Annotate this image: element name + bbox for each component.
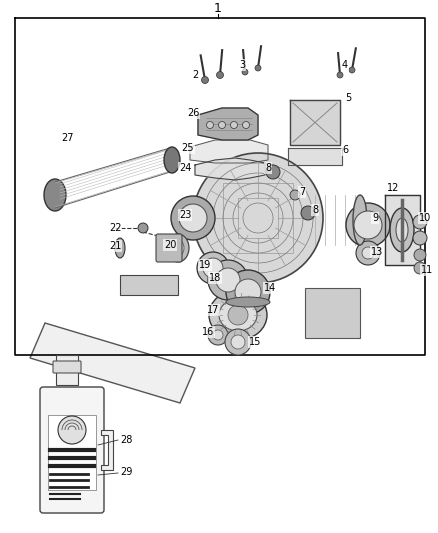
Text: 17: 17	[207, 305, 219, 315]
Circle shape	[413, 231, 427, 245]
Text: 28: 28	[120, 435, 132, 445]
Polygon shape	[290, 100, 340, 145]
Circle shape	[203, 258, 223, 278]
Ellipse shape	[390, 208, 414, 252]
Text: 8: 8	[312, 205, 318, 215]
Text: 15: 15	[249, 337, 261, 347]
Text: 4: 4	[342, 60, 348, 70]
Circle shape	[346, 203, 390, 247]
Circle shape	[337, 72, 343, 78]
Text: 3: 3	[239, 60, 245, 70]
Ellipse shape	[44, 179, 66, 211]
Circle shape	[231, 335, 245, 349]
Text: 21: 21	[109, 241, 121, 251]
Circle shape	[413, 215, 427, 229]
Circle shape	[213, 330, 223, 340]
Ellipse shape	[172, 240, 184, 256]
Text: 12: 12	[387, 183, 399, 193]
Circle shape	[354, 211, 382, 239]
Text: 16: 16	[202, 327, 214, 337]
Circle shape	[301, 206, 315, 220]
FancyBboxPatch shape	[56, 355, 78, 385]
FancyBboxPatch shape	[48, 415, 96, 490]
Text: 11: 11	[421, 265, 433, 275]
Text: 1: 1	[214, 2, 222, 14]
Polygon shape	[305, 288, 360, 338]
Circle shape	[242, 69, 248, 75]
Text: 18: 18	[209, 273, 221, 283]
Text: 22: 22	[109, 223, 121, 233]
Text: 26: 26	[187, 108, 199, 118]
Circle shape	[266, 165, 280, 179]
Circle shape	[349, 67, 355, 73]
Text: 29: 29	[120, 467, 132, 477]
Polygon shape	[30, 323, 195, 403]
Circle shape	[243, 122, 250, 128]
Text: 9: 9	[372, 213, 378, 223]
Text: 24: 24	[179, 163, 191, 173]
Polygon shape	[120, 275, 178, 295]
Circle shape	[255, 65, 261, 71]
Circle shape	[179, 204, 207, 232]
Circle shape	[206, 122, 213, 128]
Circle shape	[208, 325, 228, 345]
Text: 6: 6	[342, 145, 348, 155]
Circle shape	[219, 122, 226, 128]
Circle shape	[216, 71, 223, 78]
Text: 7: 7	[299, 187, 305, 197]
Circle shape	[362, 247, 374, 259]
Circle shape	[235, 279, 261, 305]
Circle shape	[201, 77, 208, 84]
Text: 10: 10	[419, 213, 431, 223]
Text: 25: 25	[182, 143, 194, 153]
Circle shape	[414, 262, 426, 274]
Polygon shape	[198, 108, 258, 140]
Circle shape	[356, 241, 380, 265]
Ellipse shape	[209, 290, 267, 340]
Bar	[238, 198, 278, 238]
Polygon shape	[288, 148, 342, 165]
Circle shape	[216, 268, 240, 292]
Ellipse shape	[164, 147, 180, 173]
Circle shape	[208, 260, 248, 300]
Text: 19: 19	[199, 260, 211, 270]
Circle shape	[230, 122, 237, 128]
Ellipse shape	[193, 153, 323, 283]
Ellipse shape	[226, 297, 270, 307]
Circle shape	[58, 416, 86, 444]
Ellipse shape	[353, 195, 367, 245]
FancyBboxPatch shape	[40, 387, 104, 513]
Text: 2: 2	[192, 70, 198, 80]
Text: 20: 20	[164, 240, 176, 250]
FancyBboxPatch shape	[156, 234, 182, 262]
Text: 5: 5	[345, 93, 351, 103]
Ellipse shape	[396, 218, 408, 242]
FancyBboxPatch shape	[53, 361, 81, 373]
Ellipse shape	[167, 234, 189, 262]
Ellipse shape	[115, 238, 125, 258]
Circle shape	[225, 329, 251, 355]
Circle shape	[197, 252, 229, 284]
Text: 27: 27	[62, 133, 74, 143]
Circle shape	[290, 190, 300, 200]
Ellipse shape	[219, 299, 257, 331]
Circle shape	[138, 223, 148, 233]
Circle shape	[226, 270, 270, 314]
Polygon shape	[385, 195, 420, 265]
Bar	[223, 183, 293, 253]
Text: 14: 14	[264, 283, 276, 293]
Circle shape	[228, 305, 248, 325]
Circle shape	[171, 196, 215, 240]
Text: 23: 23	[179, 210, 191, 220]
Polygon shape	[195, 158, 265, 180]
Text: 13: 13	[371, 247, 383, 257]
Polygon shape	[101, 430, 113, 470]
Text: 8: 8	[265, 163, 271, 173]
Polygon shape	[190, 140, 268, 163]
Circle shape	[414, 249, 426, 261]
